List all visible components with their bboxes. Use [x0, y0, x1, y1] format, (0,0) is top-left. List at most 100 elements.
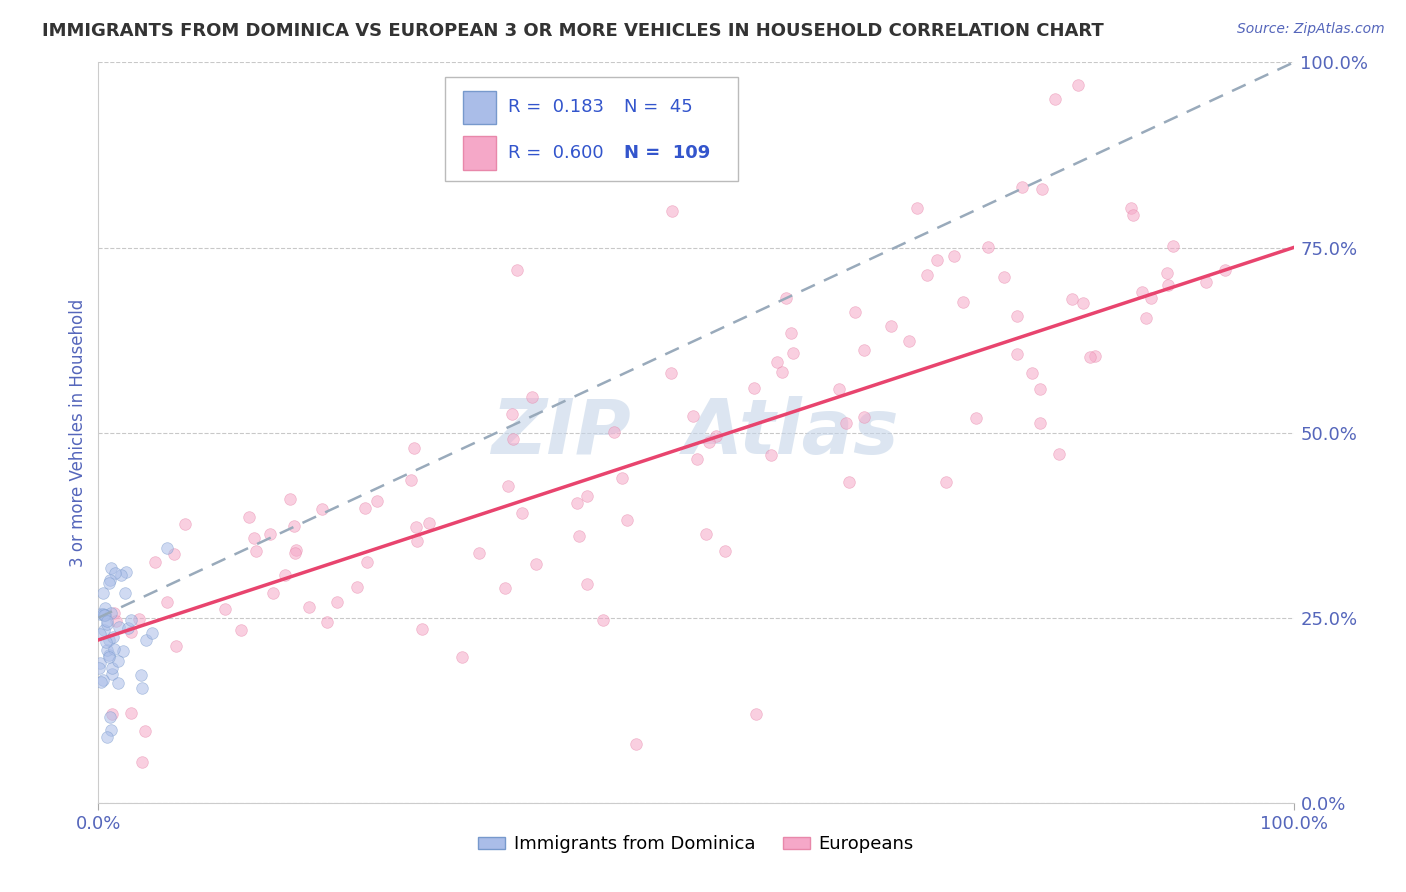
Point: [1067, 78, 1090, 92]
FancyBboxPatch shape: [463, 91, 496, 124]
Point: [1047, 447, 1070, 461]
Point: [592, 613, 614, 627]
Point: [852, 343, 875, 357]
Point: [101, 707, 124, 722]
Point: [399, 473, 422, 487]
Point: [838, 475, 860, 490]
Point: [98, 649, 121, 664]
Point: [1029, 382, 1052, 396]
Point: [97, 648, 120, 663]
Point: [565, 496, 588, 510]
Point: [346, 580, 368, 594]
Point: [131, 755, 153, 769]
Point: [96, 614, 118, 628]
Point: [925, 252, 948, 267]
Point: [697, 434, 720, 449]
Text: N =  45: N = 45: [624, 98, 693, 117]
Point: [120, 614, 142, 628]
Point: [880, 318, 903, 333]
Point: [91, 673, 114, 688]
Point: [101, 630, 124, 644]
Point: [262, 586, 284, 600]
Point: [1130, 285, 1153, 300]
Point: [98, 633, 121, 648]
Point: [467, 546, 489, 560]
Point: [576, 577, 599, 591]
Point: [770, 365, 793, 379]
Point: [915, 268, 938, 283]
Point: [965, 411, 987, 425]
Point: [274, 567, 297, 582]
Point: [98, 573, 121, 587]
Point: [1031, 182, 1053, 196]
Point: [91, 586, 114, 600]
Point: [117, 621, 139, 635]
Point: [952, 295, 974, 310]
Point: [238, 510, 260, 524]
Point: [259, 527, 281, 541]
Point: [1140, 291, 1163, 305]
Point: [695, 527, 717, 541]
Point: [835, 416, 858, 430]
Point: [977, 239, 1000, 253]
Point: [942, 249, 965, 263]
FancyBboxPatch shape: [463, 136, 496, 169]
Point: [626, 737, 648, 751]
Point: [103, 642, 125, 657]
Point: [1161, 239, 1184, 253]
Point: [782, 345, 804, 359]
Point: [1135, 310, 1157, 325]
Point: [100, 723, 122, 738]
Point: [98, 709, 121, 723]
Point: [510, 506, 533, 520]
Point: [96, 643, 118, 657]
Point: [905, 202, 928, 216]
Point: [165, 639, 187, 653]
Point: [745, 706, 768, 721]
Point: [827, 382, 849, 396]
Point: [107, 620, 129, 634]
Point: [135, 632, 157, 647]
Point: [775, 291, 797, 305]
Point: [128, 612, 150, 626]
Text: N =  109: N = 109: [624, 145, 710, 162]
Point: [134, 723, 156, 738]
Point: [141, 625, 163, 640]
Point: [1071, 296, 1094, 310]
Point: [96, 617, 118, 632]
Point: [284, 543, 307, 558]
Point: [100, 660, 122, 674]
Point: [1011, 180, 1033, 194]
Point: [1021, 367, 1043, 381]
Point: [935, 475, 957, 489]
Point: [1028, 416, 1050, 430]
Point: [496, 478, 519, 492]
Point: [353, 500, 375, 515]
Point: [1122, 208, 1144, 222]
Point: [682, 409, 704, 424]
Text: IMMIGRANTS FROM DOMINICA VS EUROPEAN 3 OR MORE VEHICLES IN HOUSEHOLD CORRELATION: IMMIGRANTS FROM DOMINICA VS EUROPEAN 3 O…: [42, 22, 1104, 40]
Point: [1215, 263, 1237, 277]
Point: [89, 627, 111, 641]
Point: [568, 529, 591, 543]
Point: [1157, 278, 1180, 293]
Point: [612, 471, 634, 485]
Point: [404, 441, 426, 455]
Point: [93, 607, 115, 622]
Point: [686, 452, 709, 467]
Point: [120, 706, 142, 720]
Point: [844, 305, 866, 319]
Point: [229, 623, 252, 637]
Point: [506, 262, 529, 277]
Y-axis label: 3 or more Vehicles in Household: 3 or more Vehicles in Household: [69, 299, 87, 566]
Point: [897, 334, 920, 348]
Point: [1156, 266, 1178, 280]
Point: [283, 519, 305, 533]
Point: [1195, 275, 1218, 289]
Point: [326, 595, 349, 609]
Point: [411, 622, 433, 636]
Text: R =  0.600: R = 0.600: [509, 145, 605, 162]
Point: [1043, 92, 1066, 106]
FancyBboxPatch shape: [446, 78, 738, 181]
Point: [90, 674, 112, 689]
